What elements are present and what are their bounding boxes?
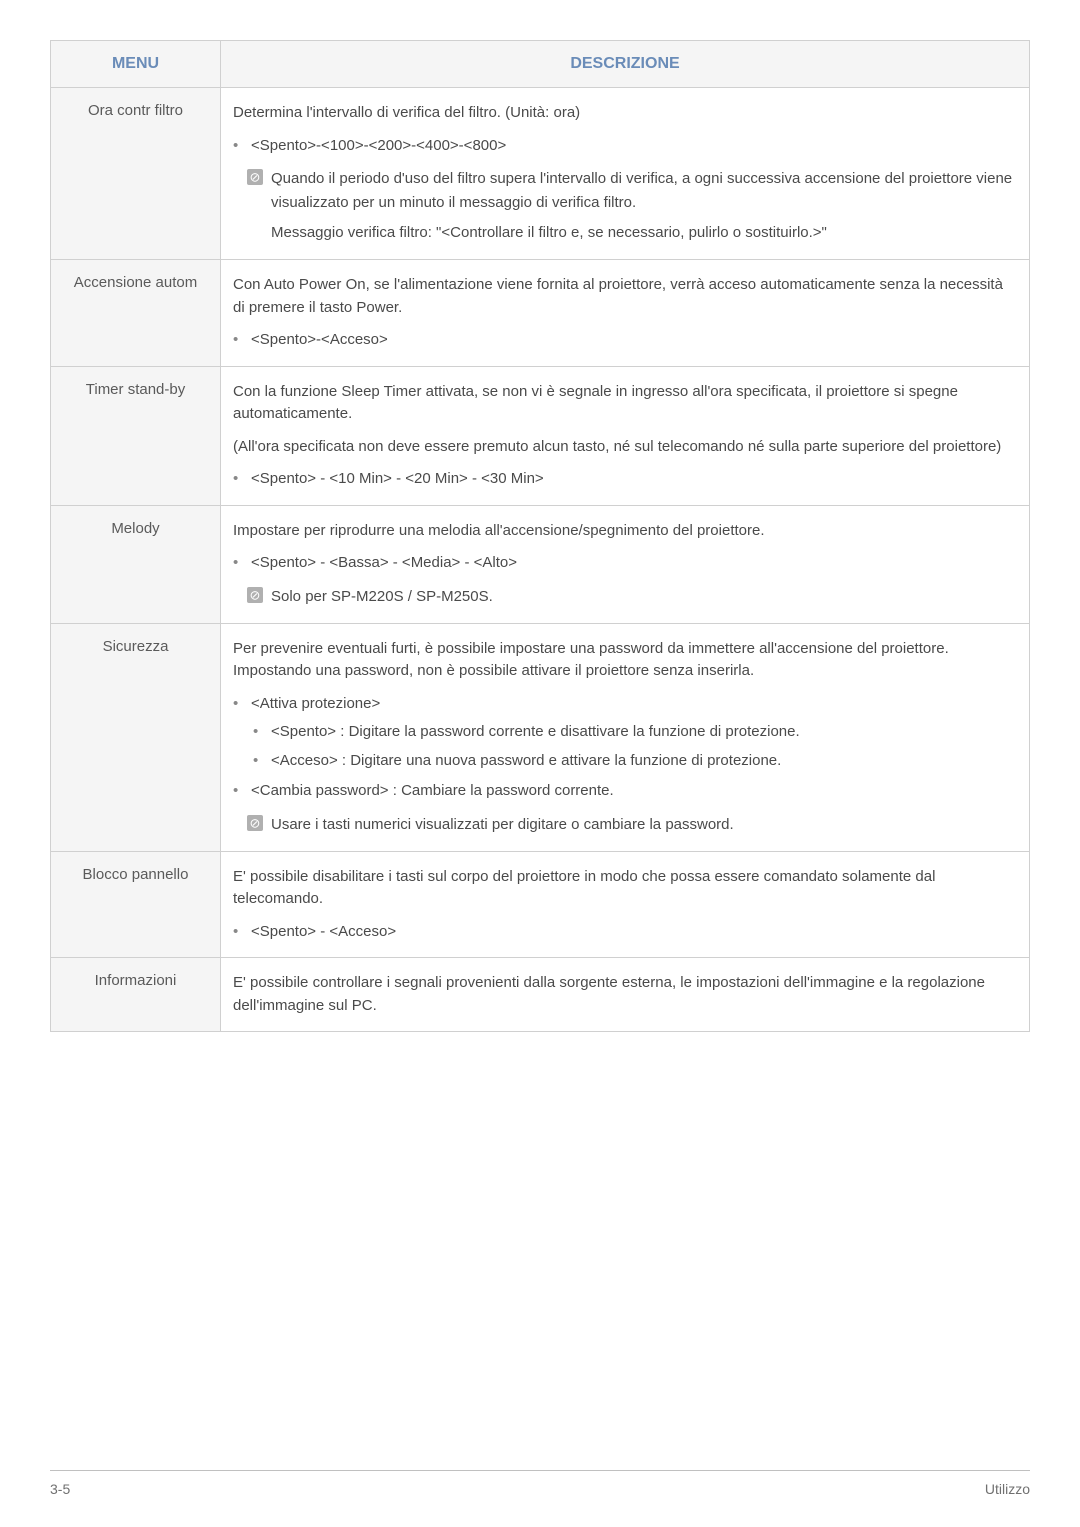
table-row: Ora contr filtro Determina l'intervallo …	[51, 88, 1030, 260]
desc-text: E' possibile controllare i segnali prove…	[233, 972, 1017, 1017]
menu-label: Ora contr filtro	[51, 88, 221, 260]
note-text: Usare i tasti numerici visualizzati per …	[271, 813, 1017, 837]
desc-text: Con la funzione Sleep Timer attivata, se…	[233, 381, 1017, 426]
settings-table: MENU DESCRIZIONE Ora contr filtro Determ…	[50, 40, 1030, 1032]
table-row: Blocco pannello E' possibile disabilitar…	[51, 851, 1030, 958]
description-cell: Con Auto Power On, se l'alimentazione vi…	[221, 260, 1030, 367]
note-text: Messaggio verifica filtro: "<Controllare…	[271, 221, 1017, 245]
table-row: Sicurezza Per prevenire eventuali furti,…	[51, 623, 1030, 851]
option-item: <Spento> - <Bassa> - <Media> - <Alto>	[251, 552, 1017, 575]
desc-text: Determina l'intervallo di verifica del f…	[233, 102, 1017, 125]
desc-text: (All'ora specificata non deve essere pre…	[233, 436, 1017, 459]
option-item: <Spento> - <10 Min> - <20 Min> - <30 Min…	[251, 468, 1017, 491]
option-item: <Spento> - <Acceso>	[251, 921, 1017, 944]
note-block: Solo per SP-M220S / SP-M250S.	[233, 585, 1017, 609]
menu-label: Blocco pannello	[51, 851, 221, 958]
option-list: <Spento> - <10 Min> - <20 Min> - <30 Min…	[233, 468, 1017, 491]
option-item: <Cambia password> : Cambiare la password…	[251, 780, 1017, 803]
note-icon	[247, 169, 263, 185]
option-list: <Spento>-<Acceso>	[233, 329, 1017, 352]
note-icon	[247, 587, 263, 603]
menu-label: Melody	[51, 505, 221, 623]
table-row: Accensione autom Con Auto Power On, se l…	[51, 260, 1030, 367]
table-row: Melody Impostare per riprodurre una melo…	[51, 505, 1030, 623]
desc-text: Per prevenire eventuali furti, è possibi…	[233, 638, 1017, 683]
option-list: <Spento>-<100>-<200>-<400>-<800>	[233, 135, 1017, 158]
header-descrizione: DESCRIZIONE	[221, 41, 1030, 88]
description-cell: Impostare per riprodurre una melodia all…	[221, 505, 1030, 623]
option-list: <Spento> - <Bassa> - <Media> - <Alto>	[233, 552, 1017, 575]
table-row: Timer stand-by Con la funzione Sleep Tim…	[51, 366, 1030, 505]
desc-text: Impostare per riprodurre una melodia all…	[233, 520, 1017, 543]
sub-option-list: <Spento> : Digitare la password corrente…	[251, 721, 1017, 772]
note-block: Quando il periodo d'uso del filtro super…	[233, 167, 1017, 245]
description-cell: Con la funzione Sleep Timer attivata, se…	[221, 366, 1030, 505]
note-block: Usare i tasti numerici visualizzati per …	[233, 813, 1017, 837]
option-label: <Attiva protezione>	[251, 695, 380, 712]
description-cell: Per prevenire eventuali furti, è possibi…	[221, 623, 1030, 851]
menu-label: Timer stand-by	[51, 366, 221, 505]
sub-option-item: <Spento> : Digitare la password corrente…	[271, 721, 1017, 744]
description-cell: E' possibile controllare i segnali prove…	[221, 958, 1030, 1032]
description-cell: Determina l'intervallo di verifica del f…	[221, 88, 1030, 260]
menu-label: Accensione autom	[51, 260, 221, 367]
desc-text: E' possibile disabilitare i tasti sul co…	[233, 866, 1017, 911]
menu-label: Informazioni	[51, 958, 221, 1032]
note-text: Quando il periodo d'uso del filtro super…	[271, 167, 1017, 215]
note-text: Solo per SP-M220S / SP-M250S.	[271, 585, 1017, 609]
note-icon	[247, 815, 263, 831]
description-cell: E' possibile disabilitare i tasti sul co…	[221, 851, 1030, 958]
page-number: 3-5	[50, 1481, 70, 1497]
option-item: <Spento>-<Acceso>	[251, 329, 1017, 352]
desc-text: Con Auto Power On, se l'alimentazione vi…	[233, 274, 1017, 319]
option-item: <Attiva protezione> <Spento> : Digitare …	[251, 693, 1017, 773]
header-menu: MENU	[51, 41, 221, 88]
sub-option-item: <Acceso> : Digitare una nuova password e…	[271, 750, 1017, 773]
option-list: <Attiva protezione> <Spento> : Digitare …	[233, 693, 1017, 803]
table-row: Informazioni E' possibile controllare i …	[51, 958, 1030, 1032]
menu-label: Sicurezza	[51, 623, 221, 851]
option-list: <Spento> - <Acceso>	[233, 921, 1017, 944]
section-name: Utilizzo	[985, 1481, 1030, 1497]
page-footer: 3-5 Utilizzo	[50, 1470, 1030, 1497]
option-item: <Spento>-<100>-<200>-<400>-<800>	[251, 135, 1017, 158]
